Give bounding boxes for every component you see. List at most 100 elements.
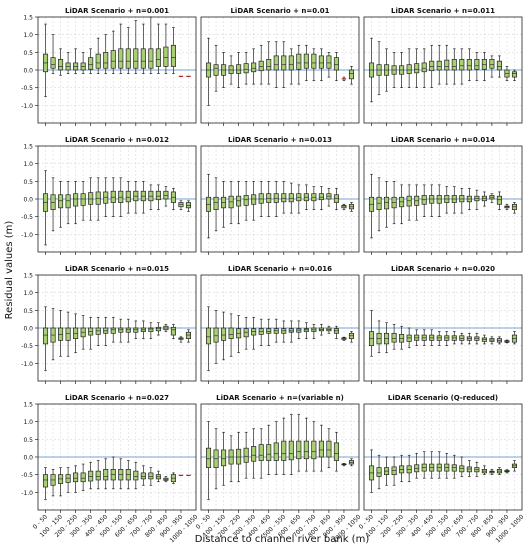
box-15	[311, 48, 317, 81]
box-10	[110, 456, 116, 490]
panel-5: LiDAR Scenario + n=0.013	[200, 136, 360, 255]
box-iqr	[243, 63, 249, 74]
box-13	[133, 180, 139, 214]
box-18	[170, 324, 176, 339]
box-5	[399, 325, 405, 350]
box-iqr	[133, 327, 139, 333]
box-8	[258, 44, 264, 85]
box-7	[88, 48, 94, 74]
box-5	[399, 184, 405, 225]
box-iqr	[251, 328, 257, 336]
panel-10: LiDAR Scenario + n=0.027 -1.0 -0.5 0.0 0.5 1.…	[21, 394, 199, 544]
box-5	[236, 315, 242, 354]
box-iqr	[178, 202, 184, 208]
box-iqr	[288, 440, 294, 461]
box-iqr	[42, 474, 49, 488]
box-13	[296, 414, 302, 472]
box-16	[481, 334, 487, 345]
box-18	[333, 325, 339, 339]
box-8	[258, 428, 264, 479]
box-4	[65, 311, 71, 357]
box-2	[50, 308, 56, 361]
box-1	[205, 306, 212, 371]
box-6	[80, 51, 86, 74]
box-16	[318, 424, 324, 472]
box-5	[399, 454, 405, 483]
panel-6: LiDAR Scenario + n=0.014	[363, 136, 523, 255]
box-iqr	[273, 442, 279, 461]
box-19	[178, 200, 184, 210]
box-iqr	[459, 59, 465, 71]
box-5	[236, 180, 242, 225]
box-iqr	[95, 470, 101, 481]
box-3	[58, 309, 64, 357]
box-iqr	[474, 59, 480, 70]
box-11	[444, 44, 450, 85]
box-iqr	[65, 474, 71, 483]
box-10	[273, 421, 279, 476]
box-iqr	[281, 55, 287, 71]
box-13	[459, 188, 465, 214]
box-14	[466, 188, 472, 210]
box-iqr	[296, 53, 302, 70]
box-12	[451, 48, 457, 85]
box-2	[213, 309, 219, 364]
box-iqr	[88, 470, 94, 482]
panel-title: LiDAR Scenario + n=0.015	[65, 265, 169, 273]
box-3	[384, 48, 390, 92]
box-iqr	[170, 326, 176, 336]
box-1	[42, 170, 49, 246]
box-iqr	[125, 48, 131, 69]
box-iqr	[236, 195, 242, 207]
box-6	[406, 48, 412, 89]
box-1	[205, 173, 212, 239]
box-10	[273, 318, 279, 343]
box-1	[205, 37, 212, 106]
box-15	[474, 461, 480, 477]
box-iqr	[459, 195, 465, 203]
box-iqr	[318, 440, 324, 458]
box-6	[406, 327, 412, 348]
box-4	[391, 324, 397, 350]
box-iqr	[318, 55, 324, 69]
box-15	[148, 16, 154, 74]
panel-grid: LiDAR Scenario + n=0.001 -1.0 -0.5 0.0 0.5 1.…	[21, 7, 525, 544]
box-12	[125, 460, 131, 490]
box-6	[80, 463, 86, 491]
box-iqr	[155, 326, 161, 332]
box-iqr	[148, 472, 154, 480]
box-iqr	[228, 65, 234, 74]
y-tick-label: -1.0	[21, 361, 33, 368]
panel-frame	[363, 403, 523, 511]
box-iqr	[406, 64, 412, 74]
figure-y-label: Residual values (m)	[4, 221, 15, 320]
box-iqr	[258, 60, 264, 72]
box-iqr	[110, 190, 116, 203]
box-9	[429, 451, 435, 479]
box-19	[341, 203, 347, 210]
box-12	[288, 414, 294, 476]
y-tick-label: 1.0	[23, 161, 33, 168]
box-iqr	[451, 464, 457, 472]
box-13	[296, 320, 302, 339]
box-13	[459, 332, 465, 345]
box-5	[399, 51, 405, 89]
box-iqr	[466, 466, 472, 473]
y-tick-label: -0.5	[21, 214, 33, 221]
box-3	[221, 431, 227, 486]
box-16	[318, 324, 324, 336]
box-13	[459, 48, 465, 85]
box-17	[326, 51, 332, 78]
box-4	[391, 51, 397, 89]
panel-title: LiDAR Scenario + n=0.01	[230, 7, 329, 15]
box-8	[258, 180, 264, 218]
box-iqr	[429, 60, 435, 72]
box-iqr	[258, 193, 264, 204]
box-16	[155, 322, 161, 336]
box-15	[148, 322, 154, 339]
box-2	[376, 41, 382, 96]
y-tick-label: 1.0	[23, 419, 33, 426]
panel-title: LiDAR Scenario + n=0.013	[228, 136, 332, 144]
box-iqr	[140, 48, 146, 69]
box-10	[110, 30, 116, 74]
